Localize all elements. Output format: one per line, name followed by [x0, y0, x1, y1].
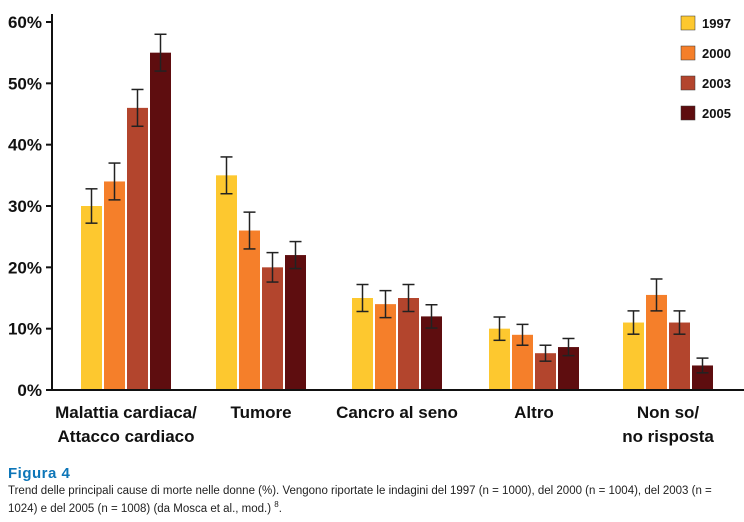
category-label: Non so/: [637, 403, 700, 422]
bar-2003: [669, 322, 690, 390]
bar-2005: [692, 365, 713, 390]
y-tick-label: 40%: [8, 136, 42, 155]
figure-description-end: .: [278, 502, 282, 515]
chart-axes: [51, 14, 744, 391]
category-label: no risposta: [622, 427, 714, 446]
category-label: Tumore: [230, 403, 291, 422]
bar-2000: [375, 304, 396, 390]
bar-2005: [150, 52, 171, 391]
legend-swatch-2000: [680, 45, 696, 61]
bar-2005: [558, 347, 579, 390]
bar-2003: [127, 107, 148, 390]
bar-1997: [81, 206, 102, 390]
chart-legend: 1997 2000 2003 2005: [680, 15, 731, 121]
y-axis-ticks: 0% 10% 20% 30% 40% 50% 60%: [8, 13, 52, 400]
legend-label: 2000: [702, 46, 731, 61]
bar-2000: [646, 294, 667, 390]
reference-number: 8: [274, 500, 279, 509]
bar-2003: [262, 267, 283, 390]
bar-1997: [489, 328, 510, 390]
y-tick-label: 60%: [8, 13, 42, 32]
category-label: Altro: [514, 403, 554, 422]
bar-2005: [285, 255, 306, 390]
legend-label: 2005: [702, 106, 731, 121]
y-tick-label: 30%: [8, 197, 42, 216]
y-tick-label: 0%: [17, 381, 42, 400]
figure-caption: Figura 4 Trend delle principali cause di…: [8, 465, 736, 516]
bar-1997: [216, 175, 237, 390]
figure-description-text: Trend delle principali cause di morte ne…: [8, 485, 712, 515]
category-label: Attacco cardiaco: [58, 427, 195, 446]
y-tick-label: 20%: [8, 258, 42, 277]
bar-2000: [104, 181, 125, 390]
figure-description: Trend delle principali cause di morte ne…: [8, 484, 736, 516]
bar-2000: [512, 334, 533, 390]
legend-swatch-1997: [680, 15, 696, 31]
category-label: Malattia cardiaca/: [55, 403, 197, 422]
y-tick-label: 10%: [8, 320, 42, 339]
legend-swatch-2005: [680, 105, 696, 121]
bar-1997: [352, 298, 373, 390]
bar-chart: 0% 10% 20% 30% 40% 50% 60% Malattia cardiaca/A…: [8, 13, 744, 446]
x-axis-category-labels: Malattia cardiaca/Attacco cardiaco Tumore…: [55, 403, 714, 446]
bar-2000: [239, 230, 260, 390]
bar-2003: [535, 353, 556, 390]
bar-2003: [398, 298, 419, 390]
legend-label: 2003: [702, 76, 731, 91]
figure-title: Figura 4: [8, 465, 71, 482]
legend-swatch-2003: [680, 75, 696, 91]
y-tick-label: 50%: [8, 74, 42, 93]
category-label: Cancro al seno: [336, 403, 458, 422]
legend-label: 1997: [702, 16, 731, 31]
bar-2005: [421, 316, 442, 390]
bar-series: [81, 33, 713, 391]
bar-1997: [623, 322, 644, 390]
